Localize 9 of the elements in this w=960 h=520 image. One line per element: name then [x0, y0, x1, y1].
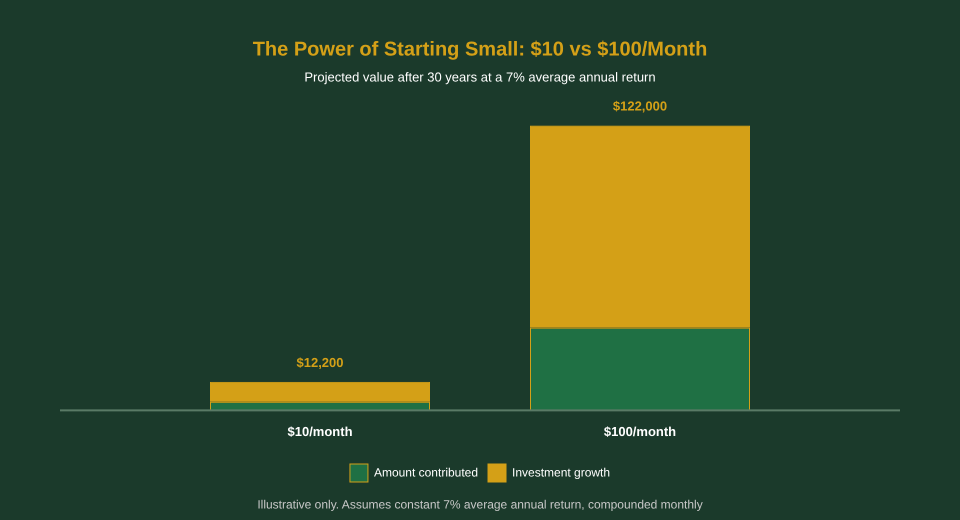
- annotation: $122,000: [612, 98, 668, 114]
- legend-label: Amount contributed: [374, 465, 478, 480]
- x-tick-label: $100/month: [604, 424, 676, 439]
- chart-subtitle: Projected value after 30 years at a 7% average annual return: [304, 69, 656, 84]
- text: Illustrative only. Assumes constant 7% average annual return, compounded monthly: [257, 497, 703, 512]
- chart-title: The Power of Starting Small: $10 vs $100/Month: [252, 38, 708, 61]
- x-tick-label: $10/month: [287, 424, 353, 439]
- legend-label: Investment growth: [512, 465, 610, 480]
- annotation: $12,200: [296, 355, 344, 370]
